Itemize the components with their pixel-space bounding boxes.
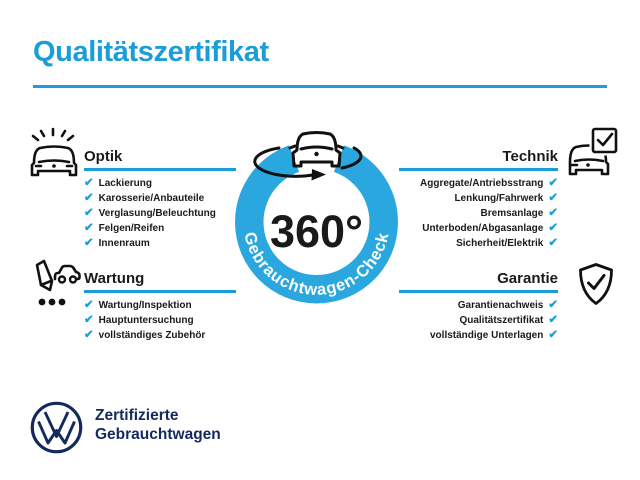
check-icon: ✔ [548, 206, 558, 219]
section-garantie-divider [399, 290, 558, 293]
checklist-item: ✔ Bremsanlage [399, 206, 558, 221]
checklist-item-label: Bremsanlage [480, 207, 544, 219]
section-wartung-divider [84, 290, 236, 293]
checklist-item-label: Felgen/Reifen [98, 222, 165, 234]
checklist-item-label: Wartung/Inspektion [98, 299, 192, 311]
checklist-item: ✔ vollständige Unterlagen [399, 328, 558, 343]
checklist-item-label: Verglasung/Beleuchtung [98, 207, 216, 219]
section-technik-title: Technik [502, 148, 558, 165]
checklist-item: ✔ Garantienachweis [399, 298, 558, 313]
section-optik-divider [84, 168, 236, 171]
check-icon: ✔ [548, 221, 558, 234]
section-technik-items: ✔ Aggregate/Antriebsstrang ✔ Lenkung/Fah… [399, 176, 558, 251]
check-icon: ✔ [548, 191, 558, 204]
check-icon: ✔ [548, 298, 558, 311]
vw-logo [30, 401, 83, 454]
check-icon: ✔ [84, 206, 94, 219]
checklist-item-label: vollständige Unterlagen [430, 329, 544, 341]
section-wartung-title: Wartung [84, 270, 145, 287]
checklist-item: ✔ Innenraum [84, 236, 236, 251]
check-icon: ✔ [84, 176, 94, 189]
section-garantie: Garantie ✔ Garantienachweis ✔ Qualitätsz… [399, 270, 558, 343]
checklist-item: ✔ Felgen/Reifen [84, 221, 236, 236]
checklist-item: ✔ Lackierung [84, 176, 236, 191]
checklist-item: ✔ Unterboden/Abgasanlage [399, 221, 558, 236]
brand-line-1: Zertifizierte [95, 407, 179, 424]
section-optik-items: ✔ Lackierung ✔ Karosserie/Anbauteile ✔ V… [84, 176, 236, 251]
checklist-item: ✔ vollständiges Zubehör [84, 328, 236, 343]
checklist-item-label: Hauptuntersuchung [98, 314, 194, 326]
shield-check-icon [579, 263, 613, 305]
checklist-item: ✔ Qualitätszertifikat [399, 313, 558, 328]
checklist-item-label: Sicherheit/Elektrik [456, 237, 544, 249]
section-optik: Optik ✔ Lackierung ✔ Karosserie/Anbautei… [84, 148, 236, 251]
check-icon: ✔ [84, 221, 94, 234]
title-divider [33, 85, 607, 88]
section-technik: Technik ✔ Aggregate/Antriebsstrang ✔ Len… [399, 148, 558, 251]
page-title: Qualitätszertifikat [33, 36, 269, 68]
section-technik-divider [399, 168, 558, 171]
check-icon: ✔ [84, 236, 94, 249]
checklist-item: ✔ Hauptuntersuchung [84, 313, 236, 328]
section-optik-title: Optik [84, 148, 123, 165]
checklist-item-label: vollständiges Zubehör [98, 329, 206, 341]
checklist-item-label: Unterboden/Abgasanlage [422, 222, 544, 234]
checklist-item: ✔ Sicherheit/Elektrik [399, 236, 558, 251]
checklist-item-label: Lackierung [98, 177, 152, 189]
section-wartung: Wartung ✔ Wartung/Inspektion ✔ Hauptunte… [84, 270, 236, 343]
shiny-car-icon [30, 127, 78, 177]
checklist-item-label: Lenkung/Fahrwerk [454, 192, 544, 204]
checklist-item-label: Innenraum [98, 237, 150, 249]
section-garantie-items: ✔ Garantienachweis ✔ Qualitätszertifikat… [399, 298, 558, 343]
section-wartung-items: ✔ Wartung/Inspektion ✔ Hauptuntersuchung… [84, 298, 236, 343]
checklist-item: ✔ Wartung/Inspektion [84, 298, 236, 313]
check-icon: ✔ [84, 298, 94, 311]
degrees-label: 360° [270, 206, 363, 257]
checklist-item: ✔ Karosserie/Anbauteile [84, 191, 236, 206]
checklist-item-label: Aggregate/Antriebsstrang [420, 177, 544, 189]
checklist-item-label: Garantienachweis [457, 299, 544, 311]
check-icon: ✔ [84, 191, 94, 204]
checklist-item: ✔ Lenkung/Fahrwerk [399, 191, 558, 206]
car-checkbox-icon [568, 127, 620, 176]
check-icon: ✔ [548, 328, 558, 341]
check-icon: ✔ [548, 236, 558, 249]
section-garantie-title: Garantie [497, 270, 558, 287]
360-check-badge: 360° Gebrauchtwagen-Check [235, 124, 398, 304]
car-360-icon [253, 131, 363, 178]
brand-text: Zertifizierte Gebrauchtwagen [95, 406, 221, 444]
brand-line-2: Gebrauchtwagen [95, 426, 221, 443]
check-icon: ✔ [548, 176, 558, 189]
check-icon: ✔ [84, 328, 94, 341]
check-icon: ✔ [548, 313, 558, 326]
pen-car-service-icon [35, 259, 81, 306]
checklist-item-label: Karosserie/Anbauteile [98, 192, 205, 204]
checklist-item: ✔ Verglasung/Beleuchtung [84, 206, 236, 221]
checklist-item: ✔ Aggregate/Antriebsstrang [399, 176, 558, 191]
checklist-item-label: Qualitätszertifikat [459, 314, 544, 326]
rotation-arrowhead [311, 169, 326, 181]
check-icon: ✔ [84, 313, 94, 326]
